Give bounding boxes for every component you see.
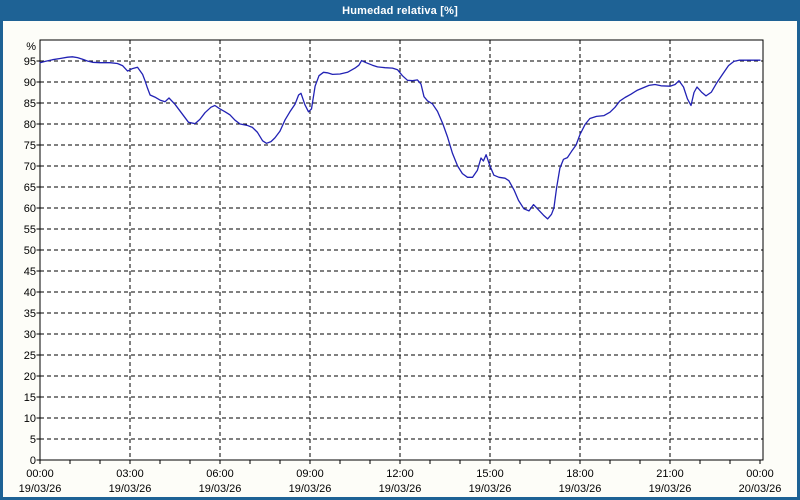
- window-border-bottom: [0, 497, 800, 500]
- y-tick-label: 60: [24, 203, 36, 215]
- x-tick-time-label: 00:00: [26, 468, 54, 480]
- y-tick-label: 0: [30, 455, 36, 467]
- x-tick-date-label: 19/03/26: [469, 483, 512, 495]
- x-tick-date-label: 19/03/26: [109, 483, 152, 495]
- y-tick-label: 25: [24, 350, 36, 362]
- y-tick-label: 45: [24, 266, 36, 278]
- y-tick-label: 10: [24, 413, 36, 425]
- x-tick-date-label: 19/03/26: [289, 483, 332, 495]
- y-tick-label: 15: [24, 392, 36, 404]
- y-tick-label: 35: [24, 308, 36, 320]
- x-tick-time-label: 21:00: [656, 468, 684, 480]
- y-tick-label: 20: [24, 371, 36, 383]
- x-tick-time-label: 09:00: [296, 468, 324, 480]
- y-tick-label: 65: [24, 182, 36, 194]
- y-tick-label: 5: [30, 434, 36, 446]
- window-border-left: [0, 21, 3, 500]
- y-tick-label: 90: [24, 77, 36, 89]
- y-tick-label: 40: [24, 287, 36, 299]
- window-title: Humedad relativa [%]: [342, 4, 458, 17]
- x-tick-time-label: 00:00: [746, 468, 774, 480]
- x-tick-date-label: 19/03/26: [199, 483, 242, 495]
- y-tick-label: 50: [24, 245, 36, 257]
- title-bar: Humedad relativa [%]: [0, 0, 800, 21]
- x-tick-date-label: 19/03/26: [649, 483, 692, 495]
- y-tick-label: 85: [24, 98, 36, 110]
- y-tick-label: 75: [24, 140, 36, 152]
- x-tick-time-label: 03:00: [116, 468, 144, 480]
- x-tick-date-label: 19/03/26: [19, 483, 62, 495]
- y-tick-label: 55: [24, 224, 36, 236]
- x-tick-date-label: 19/03/26: [559, 483, 602, 495]
- x-tick-date-label: 19/03/26: [379, 483, 422, 495]
- y-axis-unit-label: %: [26, 41, 36, 53]
- x-tick-time-label: 06:00: [206, 468, 234, 480]
- y-tick-label: 95: [24, 56, 36, 68]
- x-tick-date-label: 20/03/26: [739, 483, 782, 495]
- x-tick-time-label: 12:00: [386, 468, 414, 480]
- window-border-right: [797, 21, 800, 500]
- x-tick-time-label: 15:00: [476, 468, 504, 480]
- y-tick-label: 30: [24, 329, 36, 341]
- humidity-line: [39, 56, 761, 220]
- y-tick-label: 80: [24, 119, 36, 131]
- y-tick-label: 70: [24, 161, 36, 173]
- x-tick-time-label: 18:00: [566, 468, 594, 480]
